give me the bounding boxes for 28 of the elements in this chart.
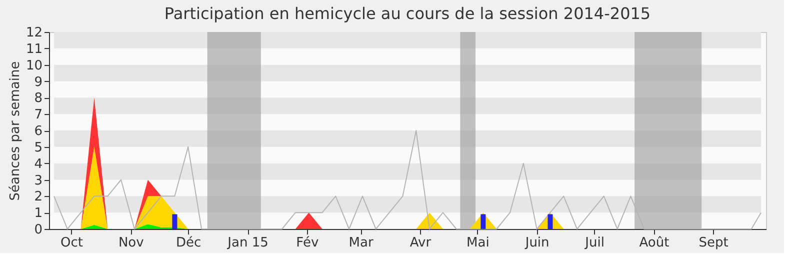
y-tick-label: 1 [34,206,42,222]
x-tick-label: Oct [60,236,83,250]
y-tick-label: 11 [26,42,42,57]
chart-title: Participation en hemicycle au cours de la session 2014-2015 [164,4,651,23]
y-tick-label: 8 [34,91,42,106]
x-tick-label: Mai [466,236,490,250]
y-tick-label: 3 [34,173,42,188]
y-tick-label: 0 [34,222,42,238]
y-axis-title: Séances par semaine [8,61,23,201]
y-tick-label: 7 [34,108,42,123]
x-tick-label: Nov [118,236,144,250]
line-series [54,130,762,230]
y-tick-label: 4 [34,156,42,172]
x-tick-label: Jan 15 [226,236,268,250]
y-tick-label: 6 [34,124,42,139]
x-tick-label: Août [639,236,670,250]
x-tick-label: Avr [410,236,432,250]
y-tick-label: 10 [26,58,42,74]
y-tick-label: 2 [34,190,42,205]
y-tick-label: 5 [34,140,42,156]
y-tick-label: 12 [26,26,42,40]
x-tick-label: Juin [524,236,550,250]
y-tick-label: 9 [34,74,42,90]
x-tick-label: Mar [348,236,374,250]
x-tick-label: Sept [698,236,728,250]
x-tick-label: Juil [584,236,604,250]
x-tick-label: Déc [176,236,202,250]
x-tick-label: Fév [296,236,319,250]
